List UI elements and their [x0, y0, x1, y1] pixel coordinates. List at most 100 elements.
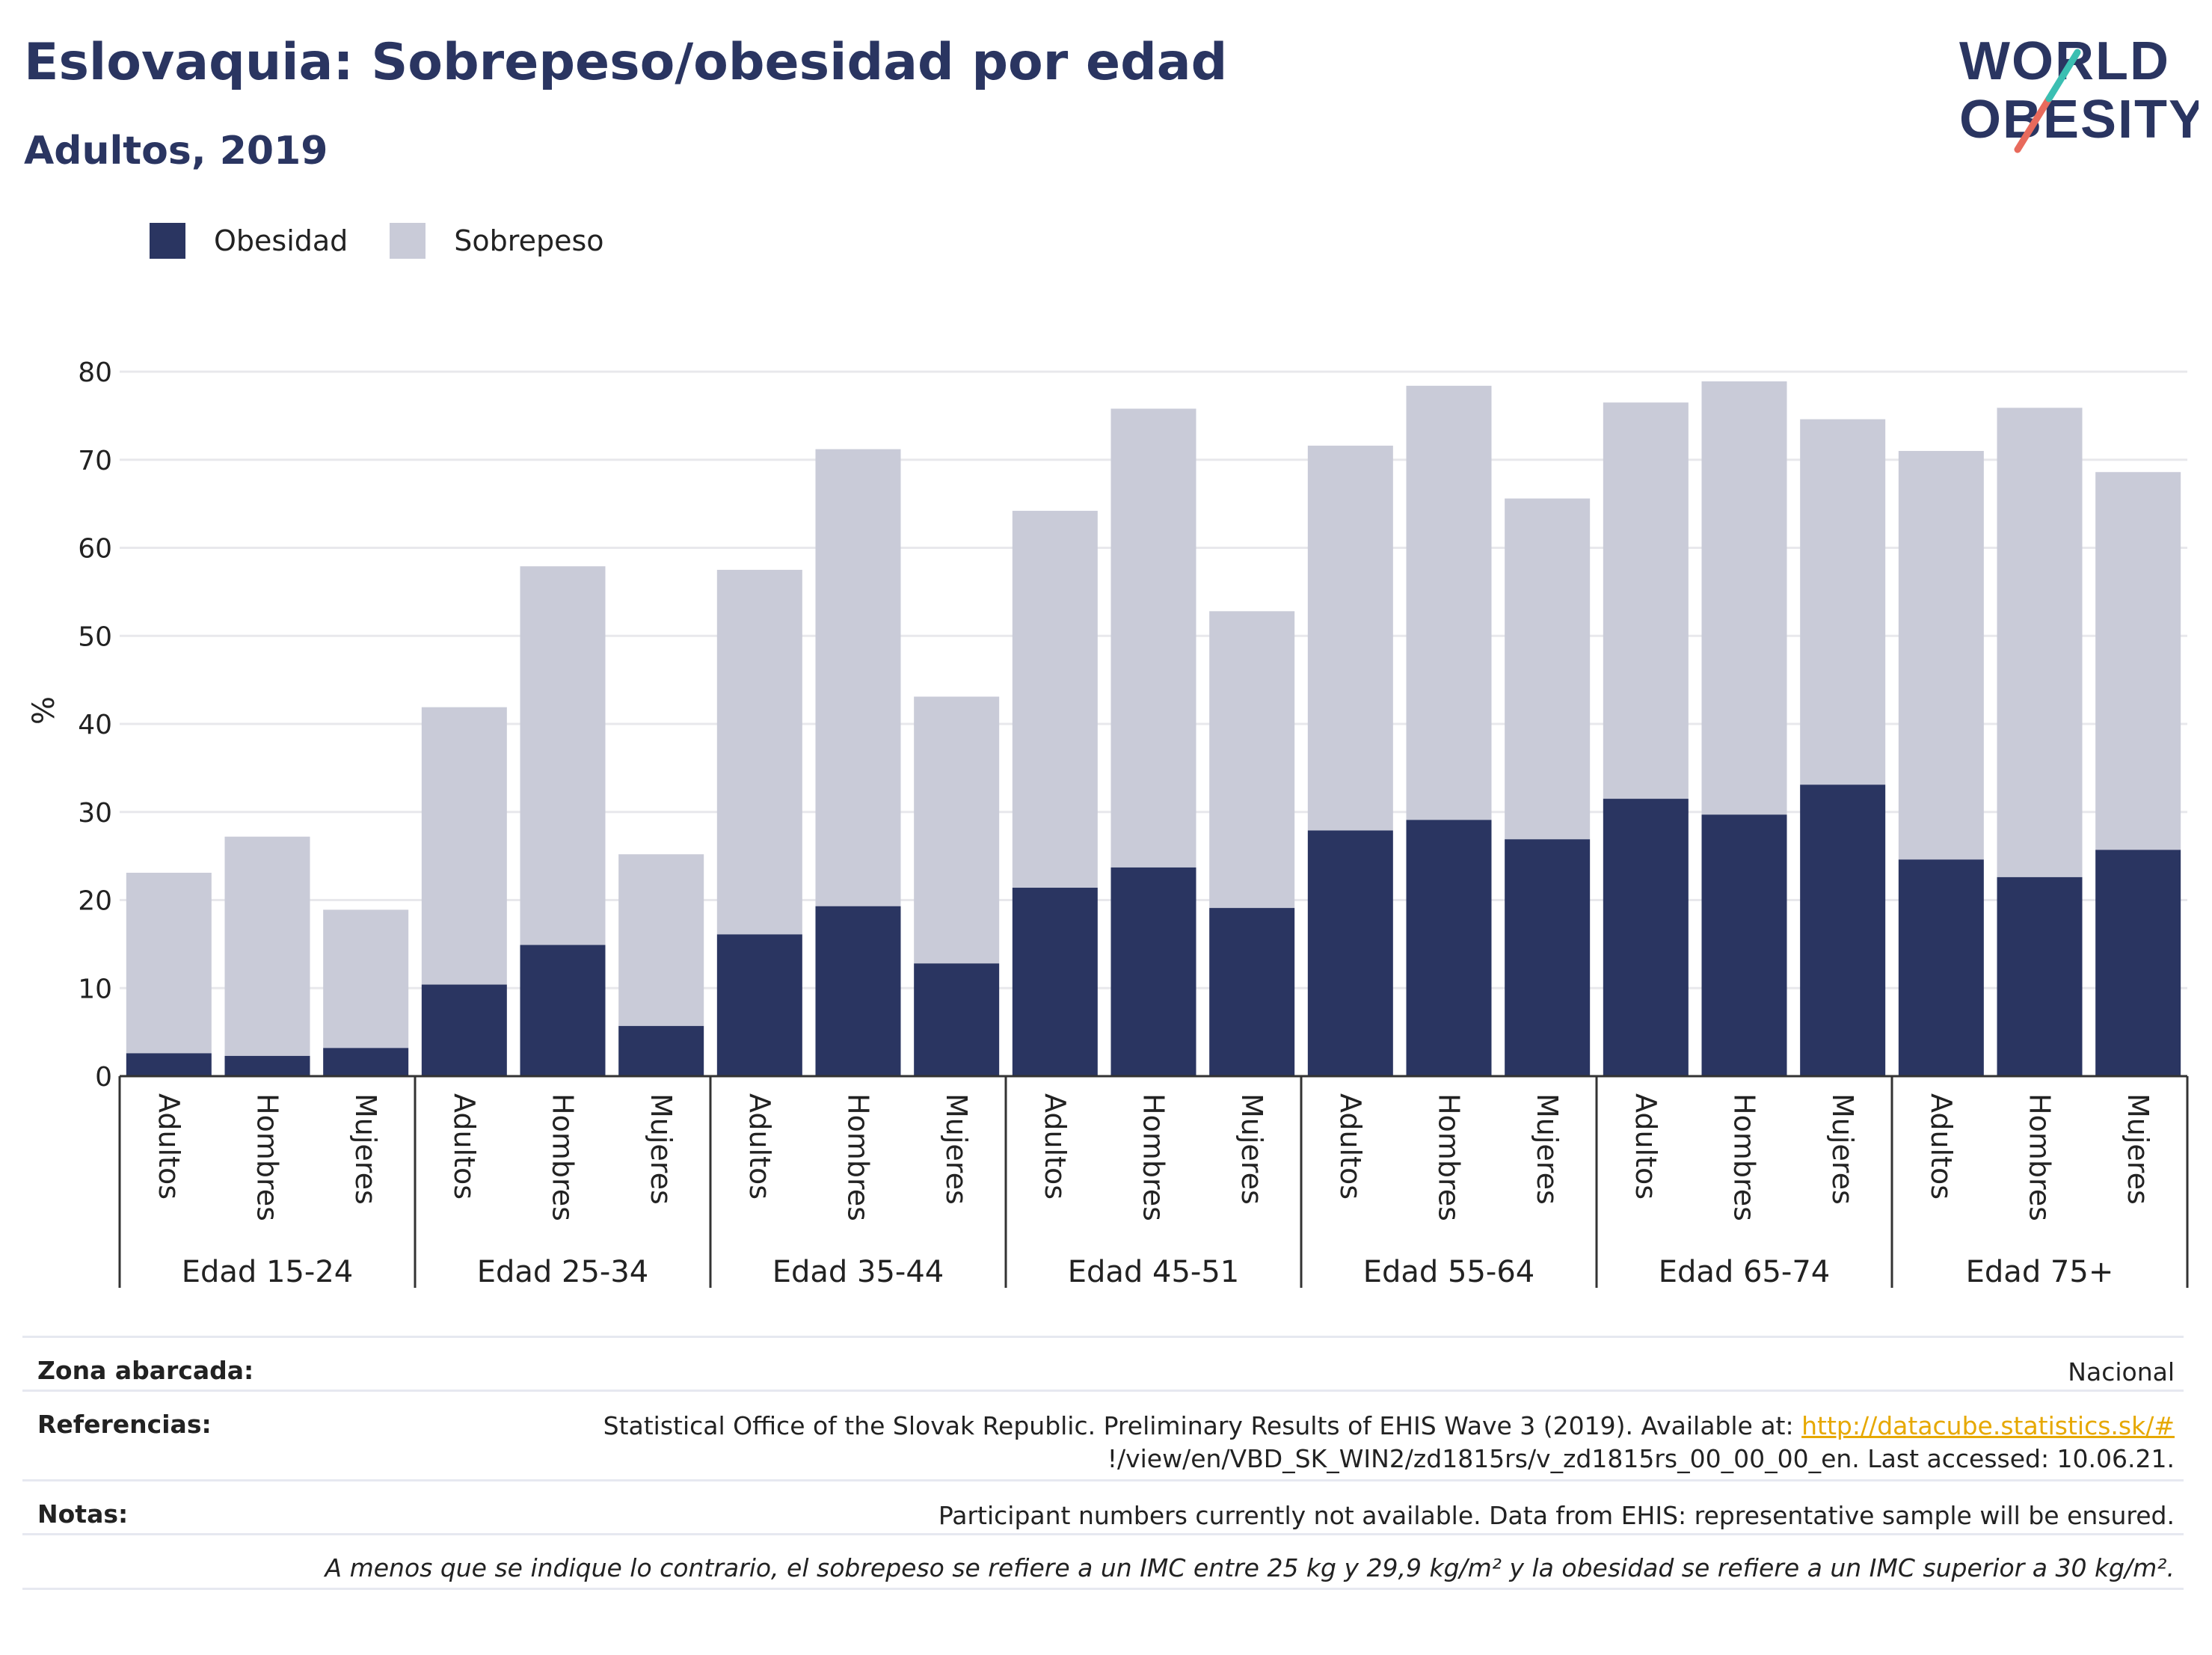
info-value-referencias: Statistical Office of the Slovak Republi…: [603, 1410, 2175, 1476]
footnote-text: A menos que se indique lo contrario, el …: [325, 1553, 2175, 1582]
x-subcategory-label: Hombres: [1137, 1093, 1170, 1221]
bar-obesidad: [126, 1053, 212, 1076]
bar-obesidad: [520, 945, 606, 1076]
x-subcategory-label: Hombres: [251, 1093, 284, 1221]
x-subcategory-label: Hombres: [1728, 1093, 1761, 1221]
bar-sobrepeso: [421, 707, 507, 985]
page-title: Eslovaquia: Sobrepeso/obesidad por edad: [24, 33, 1228, 92]
legend-item-sobrepeso: Sobrepeso: [390, 223, 604, 259]
x-subcategory-label: Adultos: [448, 1093, 481, 1200]
svg-text:OBESITY: OBESITY: [1959, 90, 2199, 150]
bar-obesidad: [716, 934, 802, 1076]
y-tick-label: 10: [78, 974, 112, 1004]
y-tick-label: 40: [78, 710, 112, 740]
x-group-label: Edad 65-74: [1659, 1255, 1831, 1289]
bar-sobrepeso: [815, 449, 901, 906]
y-tick-label: 70: [78, 446, 112, 476]
bar-sobrepeso: [1209, 611, 1295, 909]
bar-sobrepeso: [1110, 408, 1196, 868]
info-value-zona: Nacional: [2068, 1357, 2175, 1387]
bar-obesidad: [1012, 888, 1098, 1076]
x-subcategory-label: Adultos: [1925, 1093, 1958, 1200]
bar-sobrepeso: [1898, 450, 1984, 860]
x-subcategory-label: Adultos: [1629, 1093, 1662, 1200]
y-tick-label: 80: [78, 357, 112, 388]
bar-sobrepeso: [126, 872, 212, 1054]
bar-obesidad: [1406, 820, 1492, 1076]
x-subcategory-label: Mujeres: [645, 1093, 678, 1205]
x-subcategory-label: Hombres: [842, 1093, 875, 1221]
x-subcategory-label: Mujeres: [1235, 1093, 1268, 1205]
x-subcategory-label: Mujeres: [349, 1093, 382, 1205]
page-subtitle: Adultos, 2019: [24, 129, 328, 174]
bar-sobrepeso: [2095, 472, 2181, 850]
bar-sobrepeso: [1800, 419, 1886, 785]
x-subcategory-label: Mujeres: [1531, 1093, 1564, 1205]
bar-obesidad: [914, 963, 1000, 1076]
x-subcategory-label: Adultos: [1039, 1093, 1072, 1200]
svg-text:WORLD: WORLD: [1959, 31, 2170, 91]
world-obesity-logo: WORLD OBESITY: [1959, 31, 2199, 153]
bar-sobrepeso: [1307, 445, 1393, 831]
legend-label-sobrepeso: Sobrepeso: [454, 224, 604, 257]
reference-text-line2: !/view/en/VBD_SK_WIN2/zd1815rs/v_zd1815r…: [1107, 1444, 2175, 1473]
x-group-label: Edad 45-51: [1068, 1255, 1240, 1289]
legend-item-obesidad: Obesidad: [150, 223, 348, 259]
bar-obesidad: [1110, 867, 1196, 1076]
x-group-label: Edad 75+: [1966, 1255, 2114, 1289]
y-tick-label: 0: [95, 1062, 112, 1093]
bar-obesidad: [1505, 839, 1591, 1076]
x-subcategory-label: Hombres: [2024, 1093, 2056, 1221]
x-subcategory-label: Adultos: [1334, 1093, 1367, 1200]
bar-obesidad: [323, 1048, 409, 1076]
x-group-label: Edad 15-24: [182, 1255, 354, 1289]
bar-obesidad: [1603, 799, 1689, 1076]
bar-sobrepeso: [1012, 511, 1098, 888]
bar-sobrepeso: [1406, 385, 1492, 820]
info-value-notas: Participant numbers currently not availa…: [938, 1501, 2175, 1530]
y-axis-label: %: [27, 696, 61, 725]
legend-label-obesidad: Obesidad: [214, 224, 348, 257]
info-row-footnote: A menos que se indique lo contrario, el …: [22, 1533, 2184, 1590]
legend-swatch-obesidad: [150, 223, 185, 259]
info-label-referencias: Referencias:: [37, 1410, 212, 1439]
bar-obesidad: [224, 1055, 310, 1076]
x-group-label: Edad 35-44: [772, 1255, 944, 1289]
bar-obesidad: [421, 984, 507, 1076]
bar-sobrepeso: [1997, 408, 2083, 877]
x-subcategory-label: Adultos: [743, 1093, 776, 1200]
info-table: Zona abarcada: Nacional Referencias: Sta…: [22, 1336, 2184, 1590]
x-subcategory-label: Mujeres: [1826, 1093, 1859, 1205]
x-subcategory-label: Hombres: [1433, 1093, 1466, 1221]
bar-sobrepeso: [1505, 498, 1591, 840]
y-tick-label: 60: [78, 534, 112, 565]
x-group-label: Edad 55-64: [1363, 1255, 1535, 1289]
bar-obesidad: [1209, 908, 1295, 1076]
chart-legend: Obesidad Sobrepeso: [150, 223, 646, 259]
reference-text: Statistical Office of the Slovak Republi…: [603, 1411, 1802, 1440]
x-group-label: Edad 25-34: [477, 1255, 649, 1289]
reference-link[interactable]: http://datacube.statistics.sk/#: [1801, 1411, 2175, 1440]
legend-swatch-sobrepeso: [390, 223, 426, 259]
bar-obesidad: [1800, 784, 1886, 1076]
y-tick-label: 20: [78, 886, 112, 917]
x-subcategory-label: Adultos: [153, 1093, 185, 1200]
x-subcategory-label: Mujeres: [2122, 1093, 2154, 1205]
bar-obesidad: [1307, 830, 1393, 1076]
info-row-zona: Zona abarcada: Nacional: [22, 1336, 2184, 1390]
y-tick-label: 50: [78, 621, 112, 652]
bar-obesidad: [1898, 859, 1984, 1076]
bar-obesidad: [2095, 850, 2181, 1076]
bar-obesidad: [618, 1025, 704, 1076]
info-row-referencias: Referencias: Statistical Office of the S…: [22, 1390, 2184, 1479]
bar-obesidad: [815, 906, 901, 1076]
bar-obesidad: [1701, 814, 1787, 1076]
stacked-bar-chart: 0 10 20 30 40 50 60 70 80% Adultos Hombres Mujeres A…: [27, 357, 2189, 1289]
y-tick-label: 30: [78, 798, 112, 829]
x-subcategory-label: Mujeres: [940, 1093, 973, 1205]
bar-sobrepeso: [716, 569, 802, 935]
bar-sobrepeso: [323, 909, 409, 1048]
info-row-notas: Notas: Participant numbers currently not…: [22, 1479, 2184, 1533]
bar-sobrepeso: [520, 566, 606, 945]
bar-sobrepeso: [914, 696, 1000, 964]
